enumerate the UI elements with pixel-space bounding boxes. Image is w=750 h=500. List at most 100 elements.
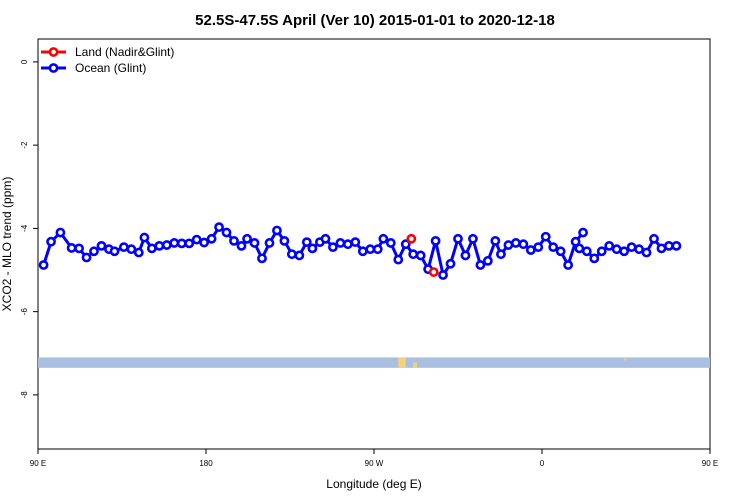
- legend-item: Ocean (Glint): [41, 61, 146, 75]
- data-point: [357, 246, 368, 257]
- x-tick-label: 90 W: [365, 459, 384, 468]
- map-ocean-band: [38, 357, 710, 368]
- data-point: [133, 247, 144, 258]
- data-point: [81, 252, 92, 263]
- data-point: [154, 240, 165, 251]
- x-tick-label: 0: [540, 459, 545, 468]
- data-point: [109, 246, 120, 257]
- data-point: [307, 243, 318, 254]
- data-point: [214, 222, 224, 233]
- data-point: [548, 242, 559, 253]
- legend: Land (Nadir&Glint) Ocean (Glint): [41, 45, 174, 75]
- data-point: [96, 240, 107, 251]
- data-point: [350, 237, 361, 248]
- map-strip: [38, 357, 710, 368]
- y-tick-label: -4: [20, 224, 29, 232]
- data-point: [445, 258, 456, 269]
- data-point: [589, 253, 600, 264]
- data-point: [671, 240, 682, 251]
- data-point: [604, 240, 615, 251]
- data-point: [393, 254, 404, 265]
- data-point: [236, 240, 247, 251]
- data-point: [169, 238, 180, 248]
- data-point: [161, 240, 172, 250]
- data-point: [430, 235, 441, 246]
- data-point: [199, 237, 210, 248]
- data-point: [118, 242, 129, 253]
- data-point: [574, 243, 585, 254]
- data-point: [415, 250, 426, 261]
- data-point: [378, 233, 389, 244]
- data-point: [468, 233, 478, 244]
- data-point: [408, 249, 419, 260]
- series-land-nadir-glint: [406, 233, 439, 277]
- data-point: [438, 270, 448, 280]
- data-point: [641, 247, 652, 258]
- data-point: [184, 238, 195, 249]
- data-point: [664, 240, 674, 251]
- map-land-patch: [398, 357, 406, 368]
- data-point: [428, 267, 439, 277]
- data-point: [503, 240, 514, 250]
- data-point: [294, 250, 305, 261]
- data-point: [555, 246, 566, 257]
- data-point: [206, 233, 217, 244]
- data-point: [89, 246, 99, 257]
- data-point: [335, 238, 346, 248]
- x-tick-label: 90 E: [30, 459, 46, 468]
- data-point: [525, 245, 536, 255]
- data-point: [563, 260, 574, 270]
- data-point: [510, 238, 521, 248]
- data-point: [46, 236, 56, 247]
- data-point: [496, 249, 506, 260]
- data-point: [453, 233, 463, 244]
- data-point: [191, 234, 202, 245]
- data-point: [385, 238, 396, 248]
- data-point: [649, 233, 659, 244]
- data-point: [264, 238, 275, 248]
- data-point: [257, 253, 267, 264]
- data-point: [221, 227, 232, 238]
- data-point: [619, 246, 630, 257]
- series-layer: [38, 222, 682, 280]
- data-point: [365, 244, 376, 255]
- data-point: [372, 244, 383, 255]
- y-tick-label: -6: [20, 308, 29, 316]
- x-axis-label: Longitude (deg E): [326, 477, 421, 491]
- series-ocean-glint: [38, 222, 682, 280]
- data-point: [55, 227, 66, 238]
- data-point: [301, 237, 312, 248]
- map-land-patch: [624, 358, 627, 361]
- data-point: [634, 244, 644, 255]
- data-point: [406, 233, 417, 244]
- data-point: [460, 250, 471, 261]
- data-point: [242, 233, 252, 244]
- data-point: [533, 242, 544, 253]
- x-tick-label: 90 E: [702, 459, 718, 468]
- legend-swatch-marker: [48, 47, 59, 57]
- data-point: [146, 243, 157, 254]
- data-point: [626, 242, 637, 253]
- data-point: [139, 232, 150, 243]
- data-point: [656, 243, 667, 254]
- data-point: [286, 249, 297, 260]
- data-point: [578, 227, 588, 238]
- x-axis: 90 E 180 90 W 0 90 E: [30, 449, 718, 468]
- data-point: [249, 238, 260, 248]
- data-point: [66, 243, 77, 253]
- legend-label: Ocean (Glint): [75, 61, 146, 75]
- data-point: [328, 242, 338, 253]
- data-point: [229, 235, 239, 246]
- data-point: [540, 231, 551, 242]
- data-point: [279, 235, 290, 246]
- legend-swatch-marker: [48, 63, 59, 73]
- data-point: [490, 235, 501, 246]
- data-point: [342, 239, 353, 250]
- y-tick-label: -8: [20, 391, 29, 399]
- data-point: [518, 239, 529, 250]
- chart-title: 52.5S-47.5S April (Ver 10) 2015-01-01 to…: [195, 12, 555, 29]
- legend-label: Land (Nadir&Glint): [75, 45, 174, 59]
- data-point: [126, 244, 137, 255]
- y-axis: 0 -2 -4 -6 -8: [20, 59, 38, 398]
